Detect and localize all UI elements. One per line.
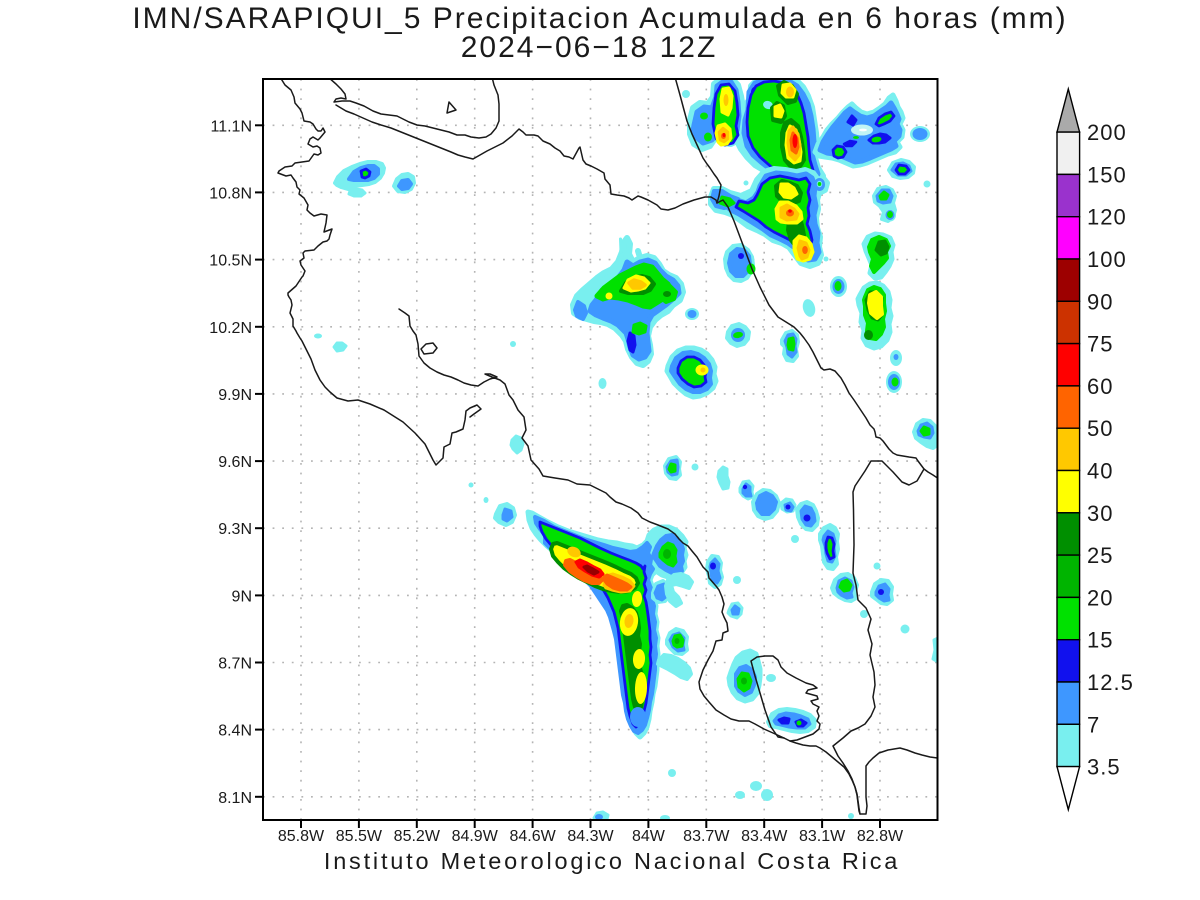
- svg-text:84.3W: 84.3W: [567, 828, 614, 845]
- svg-text:9.6N: 9.6N: [218, 454, 252, 471]
- svg-text:82.8W: 82.8W: [857, 828, 904, 845]
- svg-text:8.1N: 8.1N: [218, 790, 252, 807]
- svg-text:60: 60: [1087, 374, 1113, 399]
- svg-text:200: 200: [1087, 120, 1127, 145]
- svg-text:85.2W: 85.2W: [394, 828, 441, 845]
- svg-text:9N: 9N: [232, 588, 252, 605]
- svg-text:85.5W: 85.5W: [336, 828, 383, 845]
- svg-text:83.1W: 83.1W: [799, 828, 846, 845]
- svg-text:84.6W: 84.6W: [509, 828, 556, 845]
- svg-text:84.9W: 84.9W: [452, 828, 499, 845]
- svg-text:12.5: 12.5: [1087, 670, 1134, 695]
- svg-text:90: 90: [1087, 289, 1113, 314]
- svg-text:100: 100: [1087, 247, 1127, 272]
- svg-text:83.7W: 83.7W: [683, 828, 730, 845]
- svg-text:8.7N: 8.7N: [218, 656, 252, 673]
- svg-text:15: 15: [1087, 628, 1113, 653]
- svg-text:3.5: 3.5: [1087, 755, 1121, 780]
- svg-text:2024−06−18 12Z: 2024−06−18 12Z: [461, 31, 718, 64]
- svg-text:120: 120: [1087, 205, 1127, 230]
- svg-text:Instituto Meteorologico Naci: Instituto Meteorologico Nacional Costa R…: [324, 848, 900, 874]
- svg-text:20: 20: [1087, 585, 1113, 610]
- svg-text:83.4W: 83.4W: [741, 828, 788, 845]
- svg-text:11.1N: 11.1N: [210, 118, 252, 135]
- svg-text:40: 40: [1087, 459, 1113, 484]
- svg-text:150: 150: [1087, 162, 1127, 187]
- svg-text:30: 30: [1087, 501, 1113, 526]
- svg-text:10.8N: 10.8N: [209, 185, 252, 202]
- svg-text:25: 25: [1087, 543, 1113, 568]
- svg-text:84W: 84W: [632, 828, 666, 845]
- svg-text:85.8W: 85.8W: [278, 828, 325, 845]
- svg-text:10.5N: 10.5N: [209, 253, 252, 270]
- svg-text:9.9N: 9.9N: [218, 387, 252, 404]
- svg-text:75: 75: [1087, 332, 1113, 357]
- svg-text:7: 7: [1087, 712, 1100, 737]
- svg-text:10.2N: 10.2N: [209, 320, 252, 337]
- svg-text:IMN/SARAPIQUI_5 Precipitacion: IMN/SARAPIQUI_5 Precipitacion Acumulada …: [132, 2, 1067, 35]
- svg-text:8.4N: 8.4N: [218, 723, 252, 740]
- svg-text:9.3N: 9.3N: [218, 521, 252, 538]
- svg-text:50: 50: [1087, 416, 1113, 441]
